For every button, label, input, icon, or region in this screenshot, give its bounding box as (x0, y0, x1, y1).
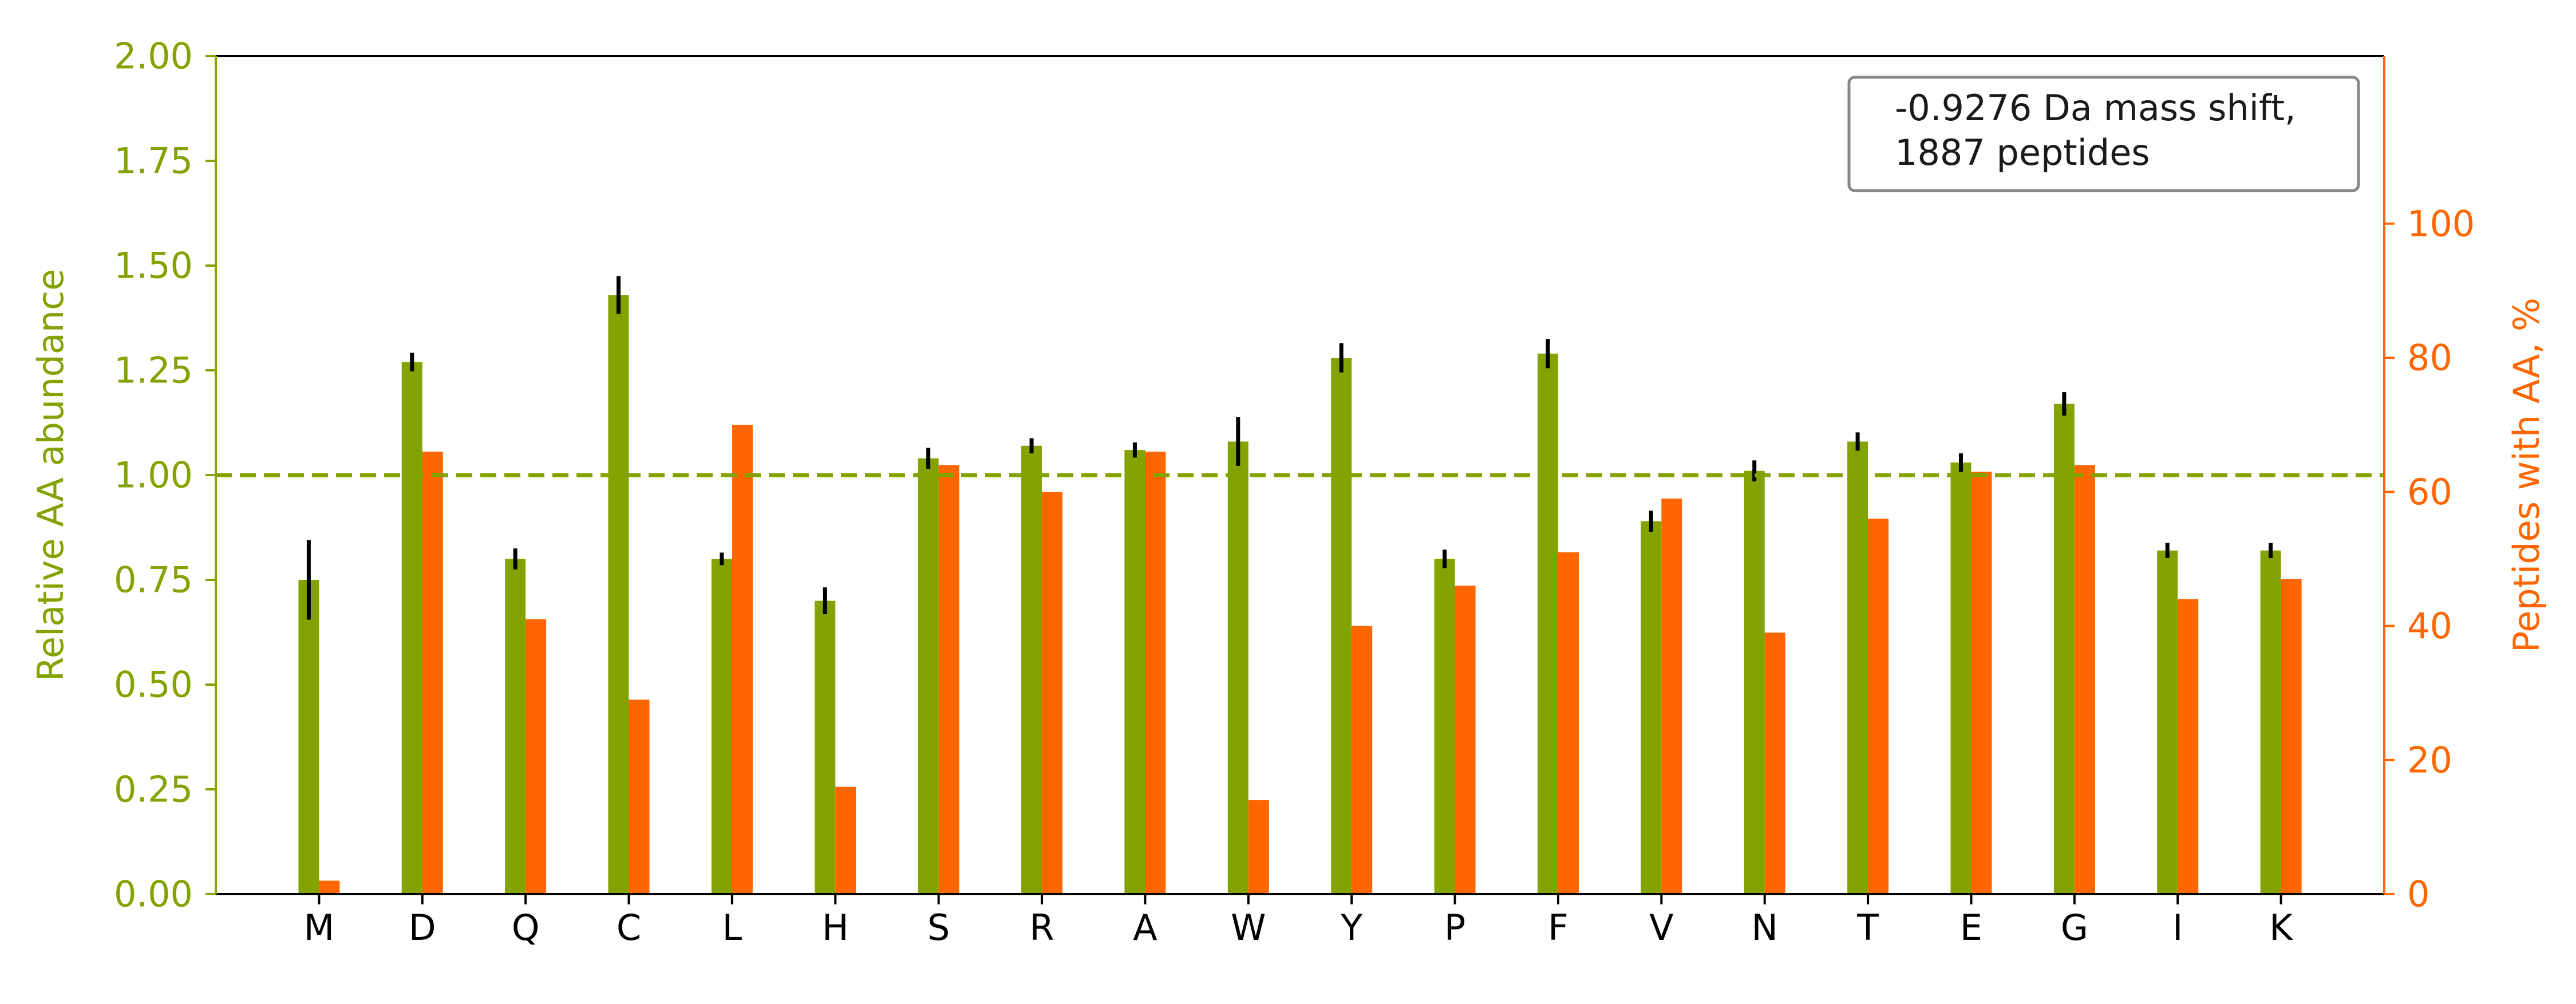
bar-abundance-V (1641, 521, 1662, 894)
bar-abundance-T (1847, 441, 1868, 894)
x-axis-tick-label: W (1231, 907, 1266, 948)
legend-text: 1887 peptides (1895, 132, 2150, 173)
x-axis-tick-label: D (409, 907, 436, 948)
legend-box (1847, 76, 2360, 192)
bar-abundance-D (401, 362, 422, 894)
bar-abundance-P (1434, 559, 1455, 894)
right-axis-tick-label: 20 (2407, 739, 2452, 781)
left-axis-tick-label: 0.00 (114, 873, 193, 915)
bar-abundance-I (2157, 550, 2178, 894)
bar-abundance-Y (1331, 358, 1352, 894)
bar-peptides-G (2074, 465, 2095, 894)
bar-abundance-E (1950, 463, 1971, 894)
left-axis-tick-label: 0.25 (114, 769, 193, 811)
bar-peptides-N (1764, 633, 1785, 894)
left-axis-tick-label: 0.75 (114, 559, 193, 601)
bar-abundance-N (1744, 471, 1765, 894)
bar-abundance-A (1124, 450, 1145, 894)
bar-abundance-W (1227, 441, 1249, 894)
bar-peptides-L (732, 425, 753, 894)
bar-peptides-K (2281, 579, 2302, 894)
bar-peptides-M (319, 880, 340, 894)
x-axis-tick-label: I (2172, 907, 2183, 948)
right-axis-tick-label: 100 (2407, 203, 2475, 244)
bar-peptides-T (1868, 519, 1889, 894)
left-axis-tick-label: 1.75 (114, 140, 193, 182)
right-axis-tick-label: 40 (2407, 605, 2452, 647)
x-axis-tick-label: K (2269, 907, 2293, 948)
bar-peptides-Q (526, 619, 547, 894)
bar-abundance-M (298, 580, 319, 894)
bar-peptides-I (2178, 599, 2199, 894)
left-axis-tick-label: 1.00 (114, 454, 193, 496)
bar-peptides-W (1248, 800, 1269, 894)
bar-peptides-P (1455, 586, 1476, 894)
bar-abundance-L (711, 559, 732, 894)
left-axis-tick-label: 0.50 (114, 664, 193, 706)
right-axis-tick-label: 0 (2407, 873, 2429, 915)
x-axis-tick-label: R (1030, 907, 1054, 948)
bar-abundance-H (815, 600, 836, 894)
bar-abundance-S (918, 458, 939, 894)
x-axis-tick-label: H (822, 907, 849, 948)
x-axis-tick-label: L (722, 907, 742, 948)
bar-peptides-E (1971, 472, 1992, 894)
bar-abundance-R (1021, 445, 1042, 894)
x-axis-tick-label: G (2061, 907, 2088, 948)
x-axis-tick-label: E (1960, 907, 1982, 948)
bar-peptides-A (1145, 452, 1166, 894)
x-axis-tick-label: C (617, 907, 641, 948)
bar-abundance-C (608, 295, 629, 894)
left-axis-tick-label: 1.50 (114, 245, 193, 287)
right-axis-label: Peptides with AA, % (2506, 298, 2547, 653)
x-axis-tick-label: A (1133, 907, 1157, 948)
x-axis-tick-label: S (927, 907, 950, 948)
x-axis-tick-label: Y (1340, 907, 1362, 948)
left-axis-tick-label: 2.00 (114, 35, 193, 77)
right-axis-tick-label: 60 (2407, 471, 2452, 513)
x-axis-tick-label: P (1444, 907, 1465, 948)
x-axis-tick-label: M (304, 907, 335, 948)
x-axis-tick-label: V (1649, 907, 1673, 948)
bar-abundance-K (2260, 550, 2281, 894)
legend-text: -0.9276 Da mass shift, (1895, 87, 2296, 129)
x-axis-tick-label: N (1752, 907, 1778, 948)
bar-peptides-V (1661, 498, 1682, 894)
left-axis-tick-label: 1.25 (114, 350, 193, 392)
bar-peptides-D (422, 452, 443, 894)
x-axis-tick-label: T (1856, 907, 1879, 948)
bar-peptides-F (1558, 552, 1579, 894)
bar-abundance-G (2053, 404, 2075, 894)
bar-abundance-F (1537, 353, 1558, 894)
x-axis-tick-label: F (1548, 907, 1568, 948)
bar-peptides-Y (1352, 626, 1373, 894)
left-axis-label: Relative AA abundance (30, 269, 72, 682)
x-axis-tick-label: Q (512, 907, 540, 948)
bar-peptides-H (835, 786, 856, 894)
right-axis-tick-label: 80 (2407, 337, 2452, 379)
bar-peptides-R (1042, 492, 1063, 894)
bar-abundance-Q (505, 559, 526, 894)
bar-peptides-C (629, 699, 650, 894)
bar-peptides-S (938, 465, 959, 894)
